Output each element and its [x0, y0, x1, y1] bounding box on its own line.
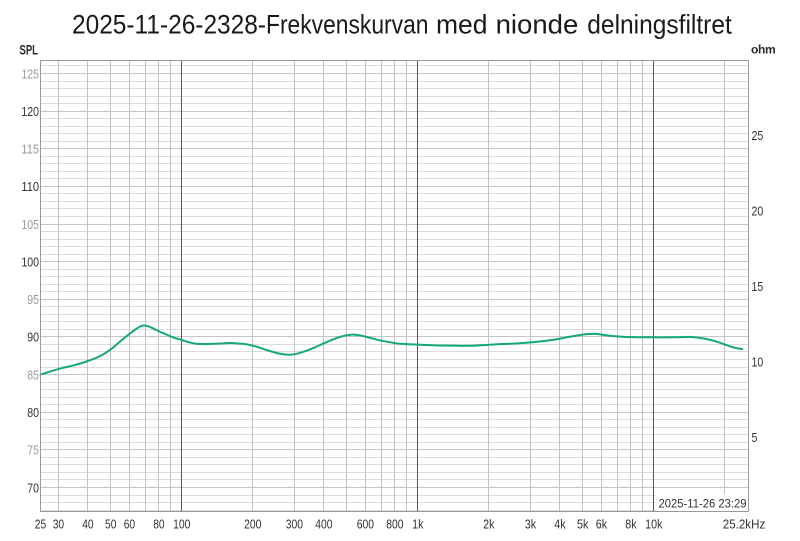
- svg-text:delningsfiltret: delningsfiltret: [587, 10, 732, 40]
- svg-text:90: 90: [27, 330, 39, 345]
- svg-text:30: 30: [53, 517, 64, 532]
- svg-text:3k: 3k: [525, 517, 537, 532]
- svg-text:75: 75: [27, 443, 39, 458]
- svg-text:25: 25: [35, 517, 46, 532]
- svg-text:4k: 4k: [554, 517, 566, 532]
- svg-text:ohm: ohm: [751, 43, 775, 57]
- svg-text:100: 100: [21, 255, 39, 270]
- svg-text:70: 70: [27, 480, 39, 495]
- svg-text:1k: 1k: [412, 517, 424, 532]
- svg-text:10k: 10k: [645, 517, 663, 532]
- svg-text:800: 800: [386, 517, 403, 532]
- svg-text:nionde: nionde: [496, 10, 579, 40]
- svg-text:2025-11-26-2328-: 2025-11-26-2328-: [72, 10, 266, 40]
- svg-text:10: 10: [752, 354, 764, 369]
- svg-text:400: 400: [315, 517, 332, 532]
- svg-text:5: 5: [752, 430, 758, 445]
- svg-text:100: 100: [173, 517, 190, 532]
- svg-text:5k: 5k: [577, 517, 589, 532]
- svg-text:110: 110: [21, 179, 39, 194]
- svg-text:95: 95: [27, 292, 39, 307]
- svg-text:200: 200: [244, 517, 261, 532]
- svg-text:SPL: SPL: [20, 42, 39, 58]
- svg-text:25.2kHz: 25.2kHz: [723, 517, 766, 532]
- svg-text:125: 125: [21, 66, 39, 81]
- svg-text:40: 40: [82, 517, 93, 532]
- svg-text:105: 105: [21, 217, 39, 232]
- svg-text:85: 85: [27, 367, 39, 382]
- svg-text:300: 300: [286, 517, 303, 532]
- svg-text:15: 15: [752, 279, 764, 294]
- svg-text:6k: 6k: [596, 517, 608, 532]
- svg-text:50: 50: [105, 517, 116, 532]
- svg-text:25: 25: [752, 128, 764, 143]
- svg-text:60: 60: [124, 517, 135, 532]
- svg-text:120: 120: [21, 104, 39, 119]
- svg-text:8k: 8k: [625, 517, 637, 532]
- svg-text:2025-11-26 23:29: 2025-11-26 23:29: [659, 497, 747, 511]
- svg-text:600: 600: [357, 517, 374, 532]
- svg-text:20: 20: [752, 204, 764, 219]
- svg-text:115: 115: [21, 142, 39, 157]
- svg-text:med: med: [436, 10, 488, 40]
- svg-text:2k: 2k: [483, 517, 495, 532]
- svg-text:Frekvenskurvan: Frekvenskurvan: [266, 10, 429, 40]
- svg-text:80: 80: [27, 405, 39, 420]
- svg-text:80: 80: [153, 517, 164, 532]
